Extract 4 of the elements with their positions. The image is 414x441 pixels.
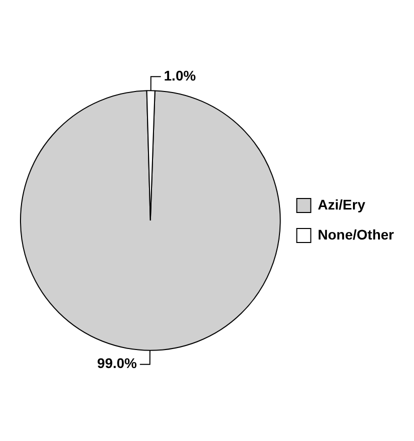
data-label: 99.0% — [97, 355, 138, 372]
data-label: 1.0% — [164, 67, 196, 84]
legend-label: None/Other — [318, 226, 395, 242]
legend-label: Azi/Ery — [318, 196, 366, 212]
